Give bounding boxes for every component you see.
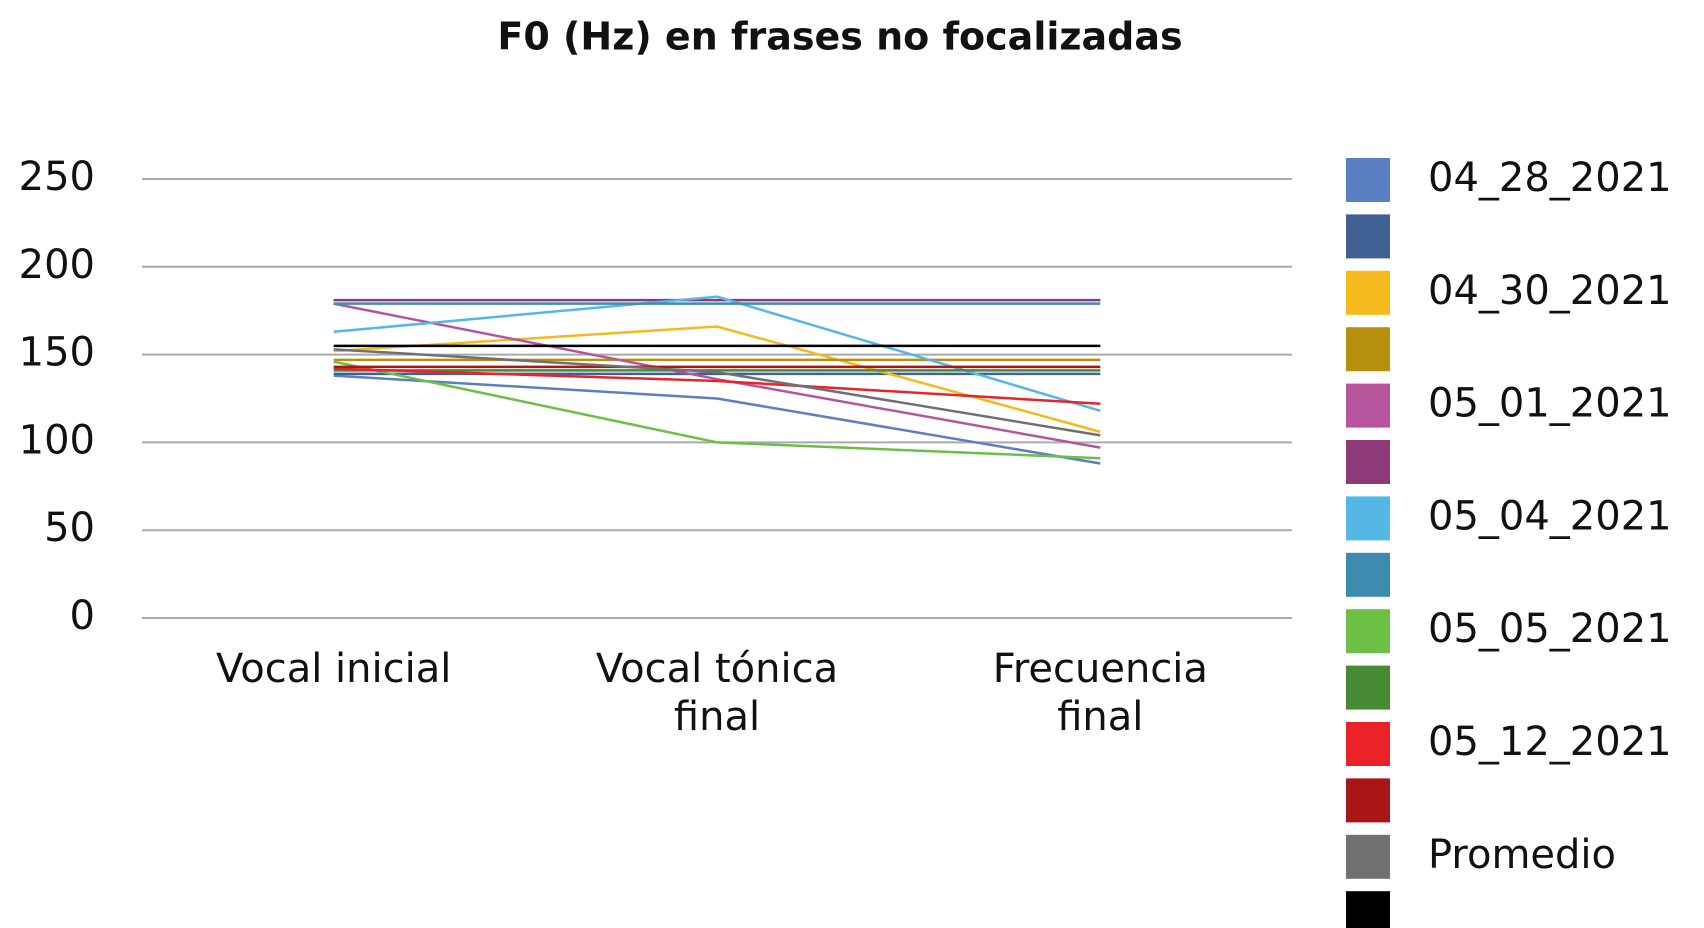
legend-swatch xyxy=(1346,496,1390,541)
series-line xyxy=(333,360,1101,460)
legend-swatch xyxy=(1346,722,1390,766)
x-tick-label: Vocal inicial xyxy=(215,646,452,692)
legend-label: 05_04_2021 xyxy=(1428,493,1672,539)
series-line xyxy=(333,348,1101,437)
y-tick-label: 200 xyxy=(19,242,95,288)
legend-swatch xyxy=(1346,778,1390,823)
legend-swatch xyxy=(1346,270,1390,315)
y-tick-label: 50 xyxy=(44,505,95,551)
series-line xyxy=(333,374,1101,465)
legend-swatch xyxy=(1346,665,1390,710)
legend-swatch xyxy=(1346,834,1390,879)
legend-swatch xyxy=(1346,214,1390,259)
legend-swatch xyxy=(1346,552,1390,597)
legend-label: 04_30_2021 xyxy=(1428,268,1672,314)
y-tick-label: 100 xyxy=(19,417,95,463)
legend-label: 05_12_2021 xyxy=(1428,719,1672,765)
series-line xyxy=(333,295,1101,412)
x-tick-label: Vocal tónica final xyxy=(595,646,839,740)
legend-swatch xyxy=(1346,609,1390,654)
legend-swatch xyxy=(1346,327,1390,372)
x-tick-label: Frecuencia final xyxy=(992,646,1208,740)
y-tick-label: 250 xyxy=(19,154,95,200)
legend-label: 05_05_2021 xyxy=(1428,606,1672,652)
legend-swatch xyxy=(1346,440,1390,484)
legend-label: Promedio xyxy=(1428,832,1616,878)
legend-swatch xyxy=(1346,383,1390,428)
series-line xyxy=(333,367,1101,406)
legend-swatch xyxy=(1346,158,1390,202)
y-tick-label: 150 xyxy=(19,330,95,376)
legend-label: 05_01_2021 xyxy=(1428,381,1672,427)
series-line xyxy=(333,302,1101,449)
chart-title: F0 (Hz) en frases no focalizadas xyxy=(497,15,1182,59)
y-tick-label: 0 xyxy=(70,593,95,639)
legend-swatch xyxy=(1346,891,1390,928)
legend-label: 04_28_2021 xyxy=(1428,155,1672,201)
